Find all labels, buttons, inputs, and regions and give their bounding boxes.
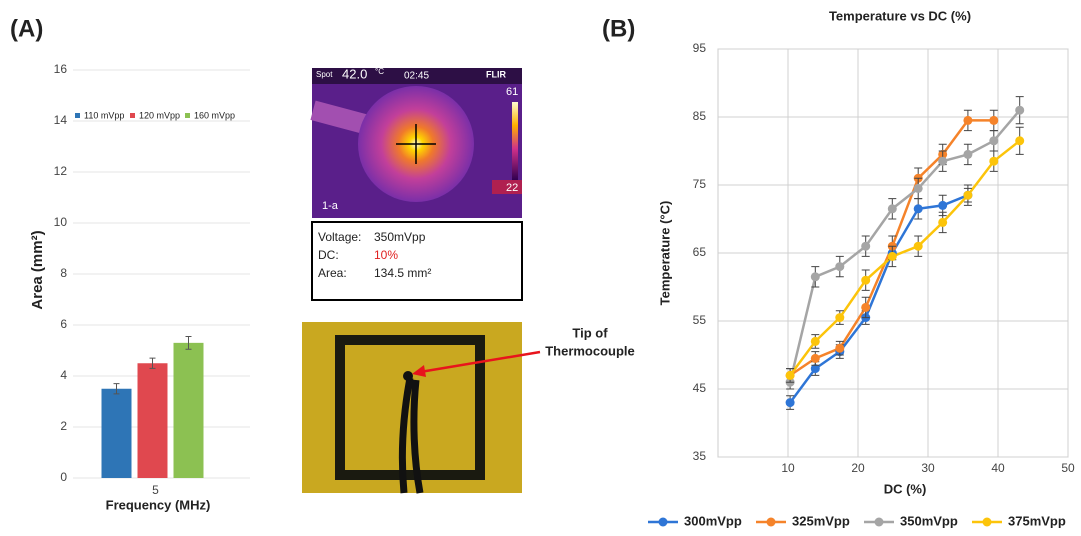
info-label: DC: [318, 248, 339, 262]
x-tick-label: 20 [851, 461, 865, 475]
x-tick-label: 10 [781, 461, 795, 475]
legend-label: 110 mVpp [84, 110, 124, 120]
point [938, 157, 947, 166]
x-axis-label: DC (%) [884, 481, 927, 496]
legend-label: 120 mVpp [139, 110, 180, 120]
point [989, 136, 998, 145]
y-axis-label: Temperature (°C) [657, 201, 672, 306]
annotation: Thermocouple [545, 343, 635, 358]
point [963, 150, 972, 159]
thermal-image: Spot 42.0 °C 02:45 FLIR 61 22 1-a [310, 66, 522, 218]
point [989, 116, 998, 125]
y-tick-label: 35 [693, 449, 707, 463]
y-tick-label: 12 [54, 164, 68, 178]
legend-label: 160 mVpp [194, 110, 235, 120]
point [861, 276, 870, 285]
legend-marker [659, 518, 668, 527]
x-tick-label: 5 [152, 483, 159, 497]
y-tick-label: 0 [60, 470, 67, 484]
point [914, 242, 923, 251]
point [938, 201, 947, 210]
point [835, 344, 844, 353]
y-tick-label: 14 [54, 113, 68, 127]
point [914, 204, 923, 213]
y-tick-label: 85 [693, 109, 707, 123]
legend-marker [767, 518, 776, 527]
legend-label: 375mVpp [1008, 513, 1066, 528]
legend-marker [983, 518, 992, 527]
bar [174, 343, 204, 478]
legend-swatch [75, 113, 80, 118]
panel-label: (B) [602, 15, 635, 42]
legend-label: 300mVpp [684, 513, 742, 528]
y-tick-label: 75 [693, 177, 707, 191]
info-value: 134.5 mm² [374, 266, 431, 280]
thermal-text: 02:45 [404, 71, 429, 82]
point [938, 218, 947, 227]
point [963, 191, 972, 200]
y-tick-label: 65 [693, 245, 707, 259]
legend-label: 325mVpp [792, 513, 850, 528]
point [835, 262, 844, 271]
y-tick-label: 8 [60, 266, 67, 280]
point [786, 398, 795, 407]
chart-title: Temperature vs DC (%) [829, 8, 971, 23]
point [989, 157, 998, 166]
thermal-text: Spot [316, 70, 333, 79]
y-tick-label: 2 [60, 419, 67, 433]
thermal-text: 61 [506, 86, 518, 98]
info-value: 10% [374, 248, 398, 262]
y-tick-label: 55 [693, 313, 707, 327]
point [888, 204, 897, 213]
point [811, 337, 820, 346]
point [1015, 136, 1024, 145]
legend-swatch [130, 113, 135, 118]
photo [302, 322, 522, 493]
info-label: Area: [318, 266, 347, 280]
point [914, 184, 923, 193]
bar [102, 389, 132, 478]
point [786, 371, 795, 380]
y-tick-label: 6 [60, 317, 67, 331]
legend-marker [875, 518, 884, 527]
thermal-text: FLIR [486, 69, 506, 79]
color-scale [512, 102, 518, 180]
x-tick-label: 30 [921, 461, 935, 475]
y-tick-label: 16 [54, 62, 68, 76]
panel-label: (A) [10, 15, 43, 42]
info-value: 350mVpp [374, 230, 426, 244]
thermal-text: 22 [506, 182, 518, 194]
point [861, 303, 870, 312]
annotation: Tip of [572, 325, 608, 340]
point [888, 252, 897, 261]
point [1015, 106, 1024, 115]
y-tick-label: 95 [693, 41, 707, 55]
x-tick-label: 50 [1061, 461, 1075, 475]
y-tick-label: 10 [54, 215, 68, 229]
thermal-text: °C [375, 67, 384, 76]
bar [138, 363, 168, 478]
point [963, 116, 972, 125]
point [861, 242, 870, 251]
y-axis-label: Area (mm²) [29, 230, 46, 309]
thermocouple-tip [403, 371, 413, 381]
x-tick-label: 40 [991, 461, 1005, 475]
y-tick-label: 45 [693, 381, 707, 395]
thermal-text: 1-a [322, 200, 339, 212]
point [835, 313, 844, 322]
point [811, 354, 820, 363]
info-label: Voltage: [318, 230, 361, 244]
legend-swatch [185, 113, 190, 118]
point [811, 272, 820, 281]
x-axis-label: Frequency (MHz) [106, 497, 211, 512]
figure: (A) (B) Spot 42.0 °C 02:45 FLIR 61 22 1-… [0, 0, 1081, 536]
thermal-text: 42.0 [342, 66, 367, 81]
y-tick-label: 4 [60, 368, 67, 382]
legend-label: 350mVpp [900, 513, 958, 528]
